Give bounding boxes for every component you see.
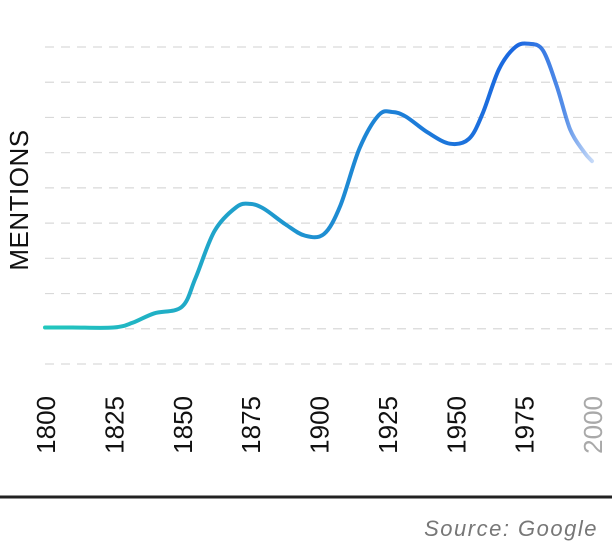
source-note: Source: Google	[424, 516, 598, 541]
x-tick-label: 2000	[578, 396, 608, 454]
x-axis-ticks: 1800 1825 1850 1875 1900 1925 1950 1975 2000	[31, 396, 608, 454]
x-tick-label: 1875	[236, 396, 266, 454]
x-tick-label: 1850	[168, 396, 198, 454]
x-tick-label: 1825	[99, 396, 129, 454]
y-axis-label: MENTIONS	[4, 129, 34, 270]
x-tick-label: 1925	[373, 396, 403, 454]
x-tick-label: 1975	[510, 396, 540, 454]
grid-lines	[45, 46, 612, 365]
mentions-series-line	[43, 41, 594, 330]
x-tick-label: 1800	[31, 396, 61, 454]
x-tick-label: 1950	[441, 396, 471, 454]
x-tick-label: 1900	[305, 396, 335, 454]
